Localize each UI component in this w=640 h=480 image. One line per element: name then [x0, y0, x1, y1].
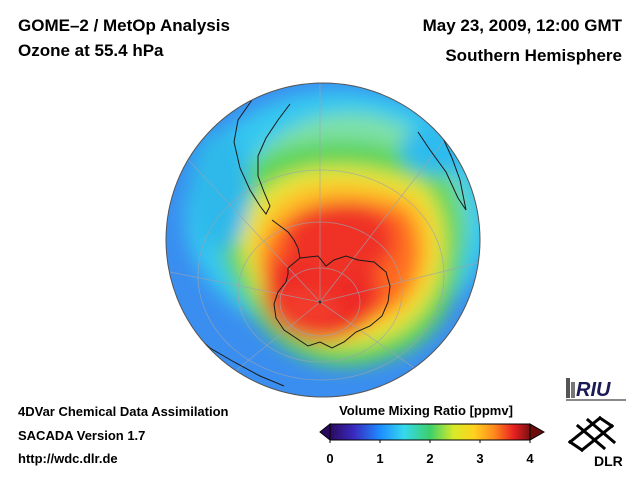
colorbar: [319, 422, 546, 443]
ozone-globe-map: [165, 82, 481, 398]
colorbar-tick-0: 0: [326, 451, 334, 466]
region-line: Southern Hemisphere: [445, 46, 622, 65]
colorbar-title: Volume Mixing Ratio [ppmv]: [339, 403, 513, 418]
colorbar-tick-4: 4: [526, 451, 534, 466]
dlr-logo-text: DLR: [594, 453, 623, 469]
date-line: May 23, 2009, 12:00 GMT: [422, 16, 622, 35]
colorbar-high-arrow: [529, 423, 546, 441]
footer-url[interactable]: http://wdc.dlr.de: [18, 451, 118, 466]
africa-coastline: [417, 131, 467, 211]
new-zealand-coastline: [219, 379, 241, 397]
footer-method: 4DVar Chemical Data Assimilation: [18, 404, 229, 419]
antarctic-peninsula-coastline: [271, 219, 301, 259]
title-line1: GOME–2 / MetOp Analysis: [18, 16, 230, 35]
colorbar-gradient: [329, 423, 531, 441]
south-america-coastline: [233, 99, 291, 215]
antarctica-coastline: [273, 255, 391, 349]
riu-logo-text: RIU: [576, 379, 611, 401]
colorbar-tick-1: 1: [376, 451, 384, 466]
colorbar-low-arrow: [319, 422, 331, 442]
dlr-logo[interactable]: DLR: [560, 414, 630, 470]
colorbar-tick-3: 3: [476, 451, 484, 466]
title-line2: Ozone at 55.4 hPa: [18, 41, 164, 60]
footer-version: SACADA Version 1.7: [18, 428, 146, 443]
colorbar-tick-2: 2: [426, 451, 434, 466]
riu-logo[interactable]: RIU: [564, 374, 630, 404]
